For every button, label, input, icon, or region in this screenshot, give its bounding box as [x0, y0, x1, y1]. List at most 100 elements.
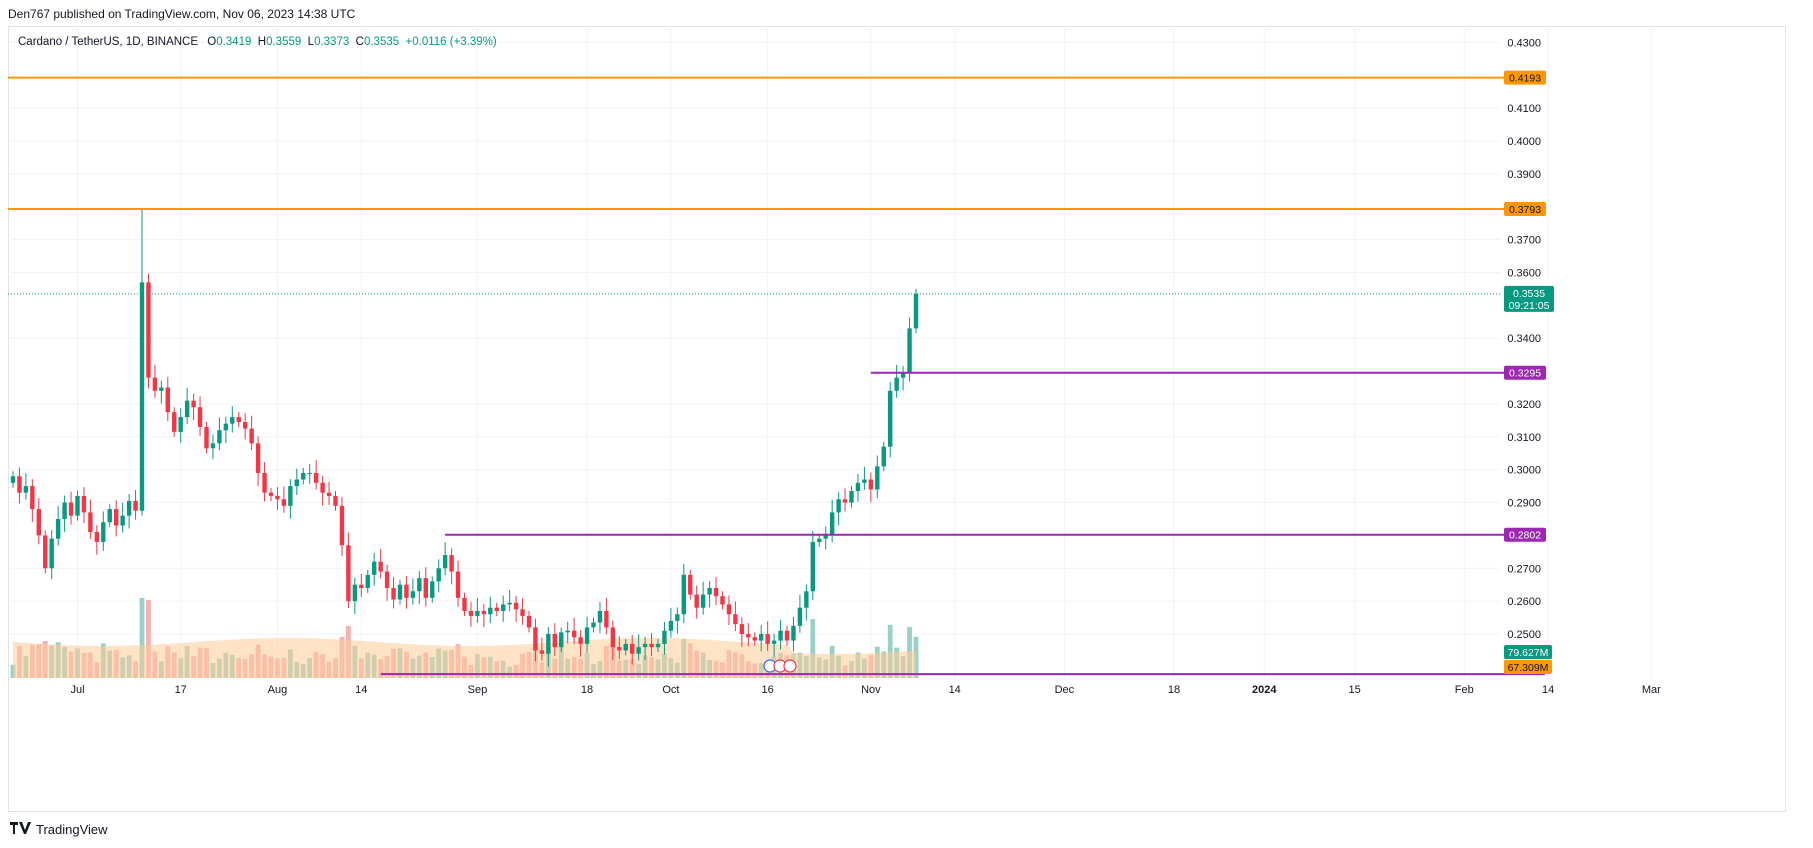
- time-tick-label: Feb: [1455, 684, 1474, 696]
- candle-body: [436, 568, 441, 582]
- candle-body: [823, 535, 828, 539]
- candle-body: [294, 479, 299, 487]
- candle-body: [778, 630, 783, 641]
- candle-body: [384, 571, 390, 588]
- candles: [10, 209, 919, 667]
- candle-body: [513, 602, 519, 610]
- candle-body: [275, 495, 280, 500]
- level-price-label: 0.3295: [1509, 368, 1541, 380]
- price-tick-label: 0.3900: [1507, 169, 1541, 181]
- level-price-label: 0.3793: [1509, 204, 1541, 216]
- candle-body: [907, 328, 912, 373]
- candle-body: [191, 400, 196, 408]
- candle-body: [546, 633, 551, 654]
- price-tick-label: 0.3000: [1507, 465, 1541, 477]
- candle-body: [36, 509, 41, 536]
- event-icon: [783, 659, 797, 673]
- candle-body: [894, 377, 899, 391]
- level-price-badge: [1504, 527, 1546, 542]
- candle-body: [243, 422, 248, 429]
- candle-body: [30, 486, 35, 510]
- time-tick-label: Oct: [662, 684, 679, 696]
- candle-body: [320, 482, 325, 493]
- time-tick-label: 2024: [1252, 684, 1277, 696]
- candle-body: [88, 512, 93, 533]
- candle-body: [836, 499, 841, 513]
- candle-body: [481, 610, 487, 615]
- footer-brand[interactable]: TradingView: [10, 822, 108, 837]
- volume-bar: [810, 619, 816, 678]
- close-value: 0.3535: [363, 36, 400, 48]
- candle-body: [210, 443, 216, 449]
- volume-ma-fill: [13, 638, 916, 678]
- volume-badge: [1504, 645, 1552, 659]
- level-price-badge: [1504, 202, 1546, 217]
- candle-body: [584, 627, 590, 644]
- candle-body: [133, 500, 138, 511]
- price-tick-label: 0.4100: [1507, 103, 1541, 115]
- candle-body: [520, 609, 525, 616]
- candle-body: [423, 578, 428, 598]
- candle-body: [268, 492, 274, 496]
- candle-body: [829, 512, 835, 536]
- candle-body: [10, 476, 16, 483]
- candle-body: [694, 594, 699, 608]
- candle-body: [804, 591, 809, 608]
- candle-body: [159, 387, 164, 391]
- chart-frame: [8, 26, 1786, 812]
- candle-body: [539, 650, 545, 654]
- candle-body: [720, 596, 725, 605]
- price-axis: 0.4300 0.4100 0.4000 0.3900 0.3700 0.3600 0.34…: [1504, 37, 1554, 674]
- volume-bar: [139, 598, 145, 678]
- level-price-badge: [1504, 365, 1546, 380]
- time-tick-label: 14: [355, 684, 367, 696]
- candle-body: [797, 607, 803, 626]
- candle-body: [713, 587, 719, 597]
- price-tick-label: 0.3100: [1507, 432, 1541, 444]
- candle-body: [597, 610, 603, 623]
- price-tick-label: 0.3400: [1507, 333, 1541, 345]
- symbol-legend[interactable]: Cardano / TetherUS, 1D, BINANCE O0.3419 …: [18, 36, 497, 48]
- candle-body: [739, 624, 745, 634]
- last-price-label: 0.3535: [1513, 288, 1545, 300]
- candle-body: [101, 522, 106, 542]
- candle-body: [217, 430, 222, 444]
- close-label: C: [355, 36, 364, 48]
- level-price-badge: [1504, 70, 1546, 85]
- candle-body: [391, 587, 396, 600]
- countdown-label: 09:21:05: [1509, 300, 1550, 312]
- candle-body: [301, 472, 306, 480]
- price-tick-label: 0.2500: [1507, 629, 1541, 641]
- candle-body: [810, 541, 815, 592]
- time-tick-label: 18: [581, 684, 593, 696]
- volume-ma-area: [13, 638, 916, 678]
- candle-body: [397, 584, 403, 600]
- candle-body: [526, 615, 532, 628]
- candle-body: [559, 632, 564, 648]
- candle-body: [752, 637, 757, 641]
- candle-body: [462, 597, 467, 611]
- candle-body: [791, 625, 796, 641]
- candle-body: [417, 578, 422, 592]
- candle-body: [139, 282, 145, 511]
- time-tick-label: 14: [1542, 684, 1554, 696]
- candle-body: [488, 607, 493, 615]
- candle-body: [352, 584, 358, 602]
- time-tick-label: Nov: [861, 684, 881, 696]
- candle-body: [313, 472, 319, 483]
- candle-body: [636, 647, 641, 654]
- last-price-badge: [1504, 285, 1554, 312]
- candle-body: [255, 443, 261, 473]
- candle-body: [249, 428, 254, 444]
- open-value: 0.3419: [216, 36, 252, 48]
- time-tick-label: Mar: [1642, 684, 1661, 696]
- symbol-name: Cardano / TetherUS, 1D, BINANCE: [18, 36, 199, 48]
- candle-body: [75, 495, 80, 516]
- candle-body: [655, 643, 661, 648]
- candle-body: [23, 486, 29, 493]
- price-tick-label: 0.4000: [1507, 136, 1541, 148]
- brand-name: TradingView: [36, 822, 108, 837]
- candle-body: [326, 492, 332, 496]
- candle-body: [468, 610, 474, 616]
